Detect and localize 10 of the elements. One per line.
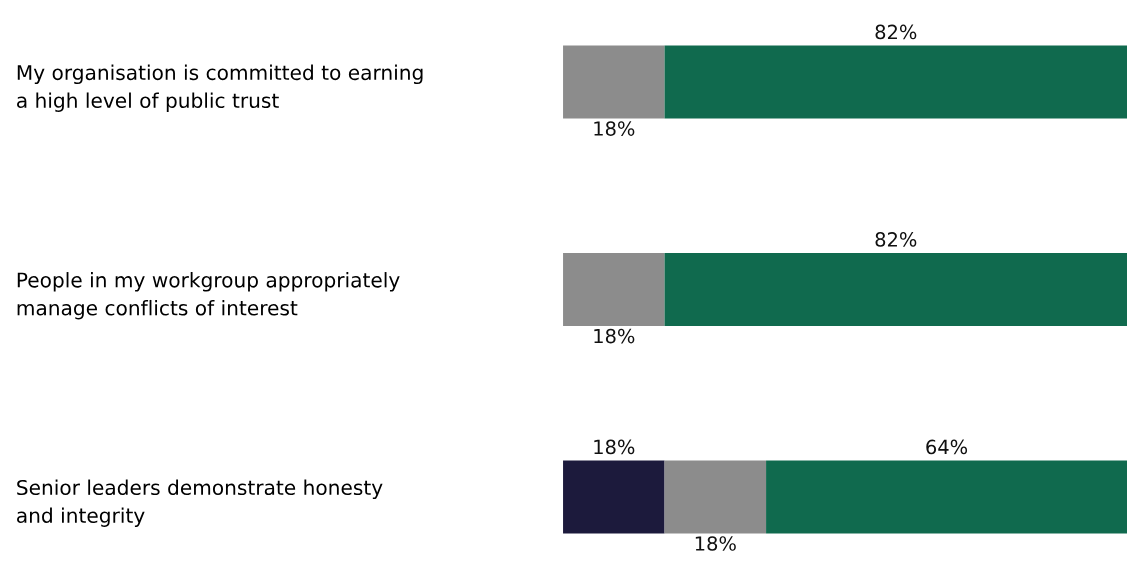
data-label: 18% xyxy=(695,536,736,551)
y-tick-label: Senior leaders demonstrate honesty and integrity xyxy=(17,479,383,527)
y-tick-label: People in my workgroup appropriately manage conflicts of interest xyxy=(17,272,400,320)
data-label: 82% xyxy=(875,24,917,40)
y-tick-label: My organisation is committed to earning a high level of public trust xyxy=(17,64,423,112)
data-label: 18% xyxy=(594,121,635,136)
data-label: 82% xyxy=(875,232,917,247)
data-label: 64% xyxy=(926,439,968,455)
data-label: 18% xyxy=(594,439,635,455)
data-label: 18% xyxy=(594,328,635,344)
